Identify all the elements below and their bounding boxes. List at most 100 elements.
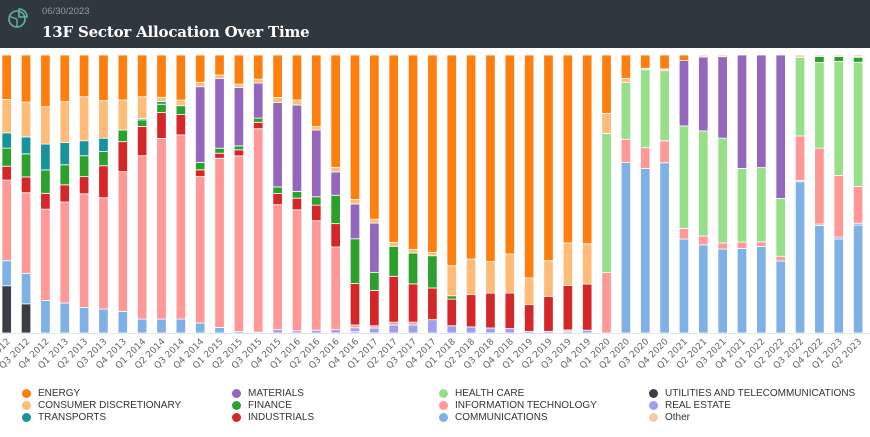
bar-segment-health_care[interactable] bbox=[659, 69, 670, 142]
bar-segment-consumer_discretionary[interactable] bbox=[349, 199, 361, 205]
bar-segment-communications[interactable] bbox=[175, 318, 187, 334]
bar-segment-materials[interactable] bbox=[272, 102, 283, 188]
bar-segment-finance[interactable] bbox=[40, 169, 51, 194]
bar-segment-communications[interactable] bbox=[1, 260, 12, 287]
bar-segment-finance[interactable] bbox=[20, 153, 32, 178]
bar-q1-2017[interactable] bbox=[369, 54, 380, 334]
bar-segment-transports[interactable] bbox=[78, 140, 90, 157]
bar-segment-energy[interactable] bbox=[98, 54, 109, 102]
bar-segment-consumer_discretionary[interactable] bbox=[465, 258, 477, 296]
bar-segment-consumer_discretionary[interactable] bbox=[98, 100, 109, 139]
legend-item-industrials[interactable]: INDUSTRIALS bbox=[232, 412, 314, 423]
bar-segment-industrials[interactable] bbox=[233, 149, 245, 157]
bar-segment-it[interactable] bbox=[756, 241, 767, 247]
bar-q3-2016[interactable] bbox=[330, 54, 341, 334]
bar-segment-consumer_discretionary[interactable] bbox=[1, 99, 12, 134]
bar-segment-it[interactable] bbox=[311, 220, 322, 331]
bar-segment-finance[interactable] bbox=[136, 119, 148, 127]
bar-q2-2012[interactable] bbox=[1, 54, 12, 334]
bar-segment-it[interactable] bbox=[678, 228, 690, 240]
bar-q4-2015[interactable] bbox=[272, 54, 283, 334]
bar-segment-finance[interactable] bbox=[446, 295, 457, 300]
bar-segment-it[interactable] bbox=[156, 138, 167, 320]
legend-item-it[interactable]: INFORMATION TECHNOLOGY bbox=[439, 400, 597, 411]
bar-q4-2016[interactable] bbox=[349, 54, 361, 334]
bar-segment-materials[interactable] bbox=[698, 56, 709, 132]
bar-q3-2020[interactable] bbox=[640, 54, 651, 334]
bar-segment-consumer_discretionary[interactable] bbox=[330, 167, 341, 173]
bar-segment-industrials[interactable] bbox=[388, 275, 399, 323]
bar-segment-it[interactable] bbox=[349, 324, 361, 329]
bar-segment-real_estate[interactable] bbox=[427, 319, 438, 334]
bar-segment-it[interactable] bbox=[407, 321, 419, 326]
bar-segment-communications[interactable] bbox=[659, 162, 670, 334]
bar-segment-communications[interactable] bbox=[698, 244, 709, 334]
bar-segment-communications[interactable] bbox=[195, 322, 206, 334]
bar-segment-materials[interactable] bbox=[736, 54, 748, 169]
bar-segment-energy[interactable] bbox=[195, 54, 206, 83]
bar-segment-materials[interactable] bbox=[195, 86, 206, 163]
bar-segment-industrials[interactable] bbox=[349, 283, 361, 326]
bar-segment-it[interactable] bbox=[852, 186, 864, 224]
bar-segment-energy[interactable] bbox=[601, 54, 612, 114]
bar-segment-energy[interactable] bbox=[156, 54, 167, 98]
bar-segment-it[interactable] bbox=[98, 197, 109, 310]
bar-segment-energy[interactable] bbox=[40, 54, 51, 108]
bar-segment-it[interactable] bbox=[659, 140, 670, 164]
bar-segment-energy[interactable] bbox=[59, 54, 70, 103]
bar-segment-finance[interactable] bbox=[1, 147, 12, 167]
bar-segment-health_care[interactable] bbox=[794, 56, 806, 137]
bar-segment-real_estate[interactable] bbox=[407, 324, 419, 334]
bar-segment-energy[interactable] bbox=[349, 54, 361, 200]
bar-q4-2017[interactable] bbox=[427, 54, 438, 334]
bar-segment-finance[interactable] bbox=[59, 164, 70, 186]
bar-segment-consumer_discretionary[interactable] bbox=[195, 81, 206, 88]
bar-segment-energy[interactable] bbox=[524, 54, 535, 279]
bar-segment-energy[interactable] bbox=[117, 54, 128, 101]
bar-segment-industrials[interactable] bbox=[524, 304, 535, 332]
bar-segment-it[interactable] bbox=[698, 235, 709, 246]
bar-segment-materials[interactable] bbox=[369, 222, 380, 273]
bar-q4-2018[interactable] bbox=[504, 54, 515, 334]
bar-segment-energy[interactable] bbox=[369, 54, 380, 220]
bar-q4-2022[interactable] bbox=[814, 54, 825, 334]
bar-segment-industrials[interactable] bbox=[272, 193, 283, 206]
bar-segment-industrials[interactable] bbox=[117, 141, 128, 173]
bar-segment-consumer_discretionary[interactable] bbox=[446, 265, 457, 297]
bar-segment-it[interactable] bbox=[330, 246, 341, 331]
bar-segment-it[interactable] bbox=[233, 155, 245, 333]
bar-segment-industrials[interactable] bbox=[195, 169, 206, 177]
bar-segment-energy[interactable] bbox=[543, 54, 554, 262]
bar-segment-it[interactable] bbox=[717, 242, 728, 250]
bar-q2-2022[interactable] bbox=[775, 54, 786, 334]
bar-segment-health_care[interactable] bbox=[640, 69, 651, 149]
bar-segment-consumer_discretionary[interactable] bbox=[524, 277, 535, 306]
bar-segment-energy[interactable] bbox=[136, 54, 148, 98]
bar-segment-consumer_discretionary[interactable] bbox=[117, 99, 128, 131]
bar-q2-2017[interactable] bbox=[388, 54, 399, 334]
bar-segment-it[interactable] bbox=[736, 241, 748, 249]
bar-segment-it[interactable] bbox=[620, 138, 632, 163]
bar-q3-2015[interactable] bbox=[253, 54, 264, 334]
bar-segment-it[interactable] bbox=[601, 271, 612, 334]
bar-segment-consumer_discretionary[interactable] bbox=[253, 78, 264, 84]
bar-q4-2012[interactable] bbox=[40, 54, 51, 334]
bar-segment-consumer_discretionary[interactable] bbox=[543, 260, 554, 297]
bar-segment-consumer_discretionary[interactable] bbox=[233, 83, 245, 88]
bar-segment-communications[interactable] bbox=[814, 225, 825, 334]
bar-segment-industrials[interactable] bbox=[582, 283, 593, 331]
bar-segment-health_care[interactable] bbox=[717, 137, 728, 244]
bar-segment-communications[interactable] bbox=[794, 181, 806, 334]
bar-segment-finance[interactable] bbox=[156, 103, 167, 113]
bar-segment-health_care[interactable] bbox=[833, 60, 844, 176]
bar-segment-consumer_discretionary[interactable] bbox=[214, 74, 225, 79]
bar-segment-finance[interactable] bbox=[852, 56, 864, 63]
bar-segment-materials[interactable] bbox=[253, 82, 264, 119]
bar-segment-energy[interactable] bbox=[582, 54, 593, 245]
bar-q1-2015[interactable] bbox=[214, 54, 225, 334]
bar-q3-2017[interactable] bbox=[407, 54, 419, 334]
bar-q3-2014[interactable] bbox=[175, 54, 187, 334]
bar-segment-industrials[interactable] bbox=[59, 184, 70, 203]
bar-segment-communications[interactable] bbox=[833, 238, 844, 334]
bar-segment-communications[interactable] bbox=[640, 168, 651, 334]
